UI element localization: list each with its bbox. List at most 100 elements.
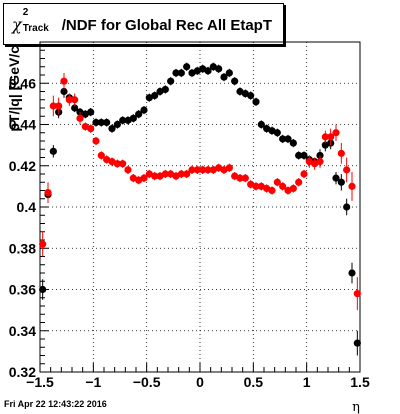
data-marker xyxy=(161,85,169,94)
data-marker xyxy=(332,174,340,182)
data-marker xyxy=(49,102,57,110)
y-tick-label: 0.34 xyxy=(9,323,36,339)
data-marker xyxy=(348,182,356,190)
data-point xyxy=(97,151,105,160)
data-marker xyxy=(343,203,351,211)
data-marker xyxy=(113,160,121,168)
data-point xyxy=(140,174,148,183)
data-marker xyxy=(87,125,95,133)
data-point xyxy=(353,277,361,311)
data-point xyxy=(193,165,201,174)
data-point xyxy=(92,136,100,146)
y-tick-label: 0.42 xyxy=(9,158,36,174)
data-point xyxy=(348,171,356,201)
data-marker xyxy=(353,290,361,298)
data-point xyxy=(231,77,239,86)
data-marker xyxy=(289,139,297,147)
data-point xyxy=(300,169,308,179)
data-marker xyxy=(353,339,361,347)
data-marker xyxy=(252,98,260,106)
title-chi-symbol: χ xyxy=(12,15,22,34)
data-point xyxy=(289,138,297,148)
data-marker xyxy=(321,133,329,141)
data-marker xyxy=(204,67,212,75)
data-marker xyxy=(348,269,356,277)
data-point xyxy=(177,68,185,78)
data-point xyxy=(65,93,73,106)
data-point xyxy=(268,186,276,195)
data-point xyxy=(236,174,244,183)
y-tick-label: 0.38 xyxy=(9,240,36,256)
data-marker xyxy=(177,170,185,178)
data-point xyxy=(161,169,169,179)
x-tick-label: −1.5 xyxy=(26,374,54,390)
title-superscript: 2 xyxy=(22,7,29,18)
data-point xyxy=(332,171,340,185)
y-tick-label: 0.44 xyxy=(9,117,36,133)
data-point xyxy=(241,174,249,183)
data-point xyxy=(87,108,95,117)
data-marker xyxy=(193,166,201,174)
data-marker xyxy=(268,186,276,195)
data-point xyxy=(119,159,127,168)
data-marker xyxy=(135,110,143,118)
data-marker xyxy=(55,102,63,110)
data-point xyxy=(252,182,260,191)
data-marker xyxy=(183,170,191,178)
data-marker xyxy=(199,166,207,174)
data-marker xyxy=(188,166,196,174)
data-marker xyxy=(167,77,175,85)
data-marker xyxy=(295,178,303,186)
y-tick-label: 0.4 xyxy=(17,199,37,215)
data-point xyxy=(188,165,196,174)
data-marker xyxy=(161,170,169,178)
data-point xyxy=(225,163,233,172)
data-marker xyxy=(124,166,132,174)
data-marker xyxy=(151,92,159,100)
tick-marks xyxy=(39,41,361,373)
x-tick-label: 0.5 xyxy=(244,374,264,390)
data-point xyxy=(273,128,281,137)
title-subscript: Track xyxy=(22,23,49,34)
data-marker xyxy=(225,69,233,77)
data-marker xyxy=(92,118,100,127)
data-marker xyxy=(92,137,100,145)
x-tick-label: −0.5 xyxy=(133,374,161,390)
data-marker xyxy=(273,178,281,186)
data-marker xyxy=(39,285,47,294)
data-marker xyxy=(119,116,127,124)
data-marker xyxy=(300,151,308,160)
data-marker xyxy=(241,174,249,182)
data-marker xyxy=(220,73,228,81)
data-point xyxy=(204,66,212,75)
data-marker xyxy=(103,118,111,127)
data-marker xyxy=(257,120,265,129)
grid-lines xyxy=(40,42,360,372)
y-axis-label: pT/|q| [GeV/c xyxy=(6,46,22,132)
data-marker xyxy=(332,129,340,137)
data-marker xyxy=(289,184,297,193)
data-marker xyxy=(295,151,303,160)
data-marker xyxy=(151,172,159,180)
data-point xyxy=(76,112,84,125)
x-tick-label: 0 xyxy=(196,374,204,390)
data-point xyxy=(55,97,63,115)
data-point xyxy=(215,64,223,73)
data-marker xyxy=(279,135,287,143)
data-point xyxy=(252,97,260,106)
data-point xyxy=(129,114,137,123)
data-marker xyxy=(327,133,335,141)
data-marker xyxy=(97,151,105,160)
data-point xyxy=(39,231,47,257)
x-tick-label: 1 xyxy=(303,374,311,390)
data-point xyxy=(353,330,361,356)
data-marker xyxy=(300,170,308,178)
data-marker xyxy=(87,108,95,116)
data-point xyxy=(321,130,329,144)
data-point xyxy=(135,110,143,119)
data-marker xyxy=(337,178,345,186)
data-point xyxy=(177,169,185,179)
data-marker xyxy=(236,174,244,182)
data-marker xyxy=(247,92,255,100)
